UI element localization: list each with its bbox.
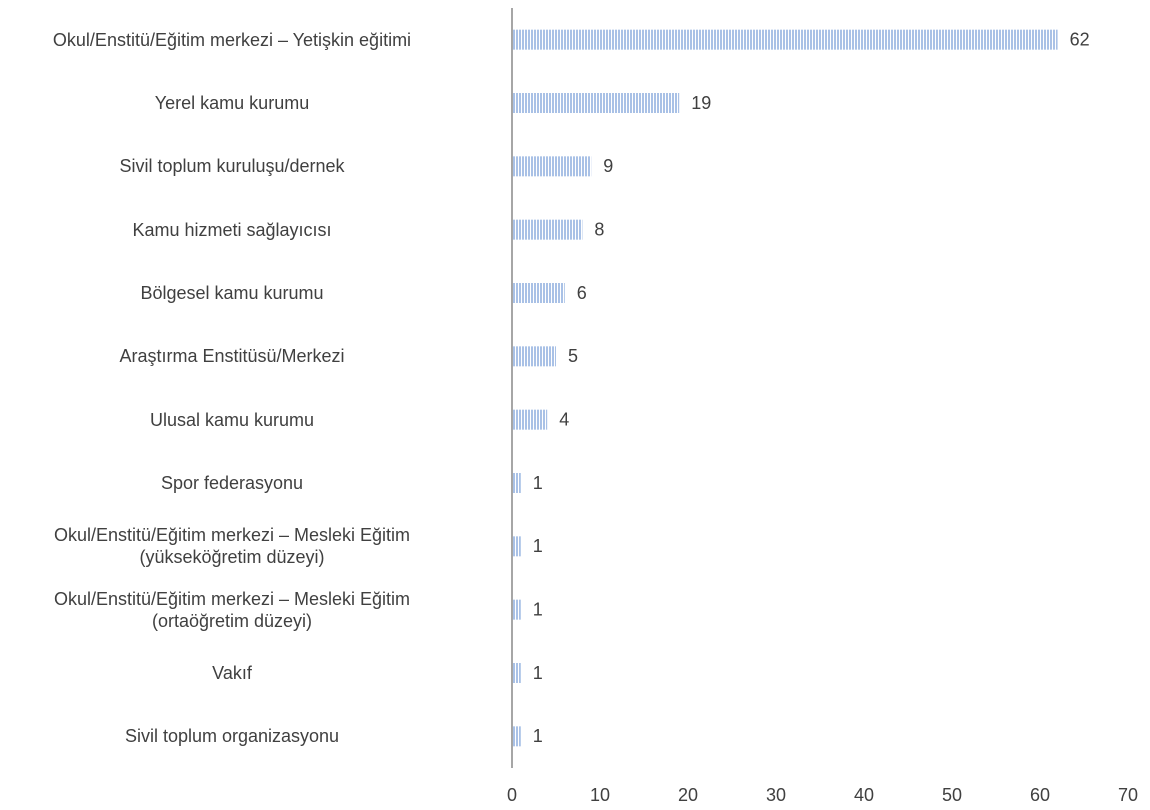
- bar: [512, 536, 521, 557]
- y-tick-label: Araştırma Enstitüsü/Merkezi: [119, 346, 345, 367]
- bar: [512, 93, 680, 113]
- bar: [512, 283, 565, 303]
- y-tick-label: Spor federasyonu: [160, 473, 304, 493]
- y-tick-label: Okul/Enstitü/Eğitim merkezi – Mesleki Eğ…: [53, 525, 411, 568]
- x-tick-label: 0: [507, 785, 517, 805]
- x-tick-label: 60: [1030, 785, 1050, 805]
- data-label: 5: [568, 346, 578, 366]
- data-label: 19: [691, 93, 711, 113]
- bar: [512, 663, 521, 683]
- data-label: 62: [1070, 29, 1090, 49]
- y-tick-label: Okul/Enstitü/Eğitim merkezi – Mesleki Eğ…: [53, 588, 411, 631]
- bar: [512, 346, 556, 367]
- data-label: 1: [533, 726, 543, 746]
- y-tick-label: Sivil toplum kuruluşu/dernek: [119, 156, 345, 177]
- bar: [512, 409, 548, 430]
- y-tick-label: Kamu hizmeti sağlayıcısı: [132, 219, 332, 240]
- bar: [512, 473, 521, 493]
- data-label: 6: [577, 283, 587, 303]
- bar: [512, 29, 1058, 50]
- data-label: 1: [533, 473, 543, 493]
- y-tick-label: Okul/Enstitü/Eğitim merkezi – Yetişkin e…: [52, 29, 412, 50]
- x-tick-label: 30: [766, 785, 786, 805]
- bar: [512, 599, 521, 620]
- x-tick-label: 10: [590, 785, 610, 805]
- data-label: 1: [533, 663, 543, 683]
- x-tick-label: 50: [942, 785, 962, 805]
- data-label: 1: [533, 599, 543, 619]
- y-tick-label: Yerel kamu kurumu: [154, 93, 310, 113]
- y-tick-label: Sivil toplum organizasyonu: [124, 726, 340, 747]
- data-label: 8: [594, 219, 604, 239]
- x-tick-label: 70: [1118, 785, 1138, 805]
- bar: [512, 219, 583, 240]
- data-label: 1: [533, 536, 543, 556]
- x-tick-label: 40: [854, 785, 874, 805]
- y-tick-label: Vakıf: [212, 663, 252, 683]
- data-label: 4: [559, 409, 569, 429]
- bar: [512, 726, 521, 747]
- data-label: 9: [603, 156, 613, 176]
- y-tick-label: Bölgesel kamu kurumu: [140, 283, 324, 303]
- bar: [512, 156, 592, 177]
- y-tick-label: Ulusal kamu kurumu: [149, 409, 315, 430]
- x-tick-label: 20: [678, 785, 698, 805]
